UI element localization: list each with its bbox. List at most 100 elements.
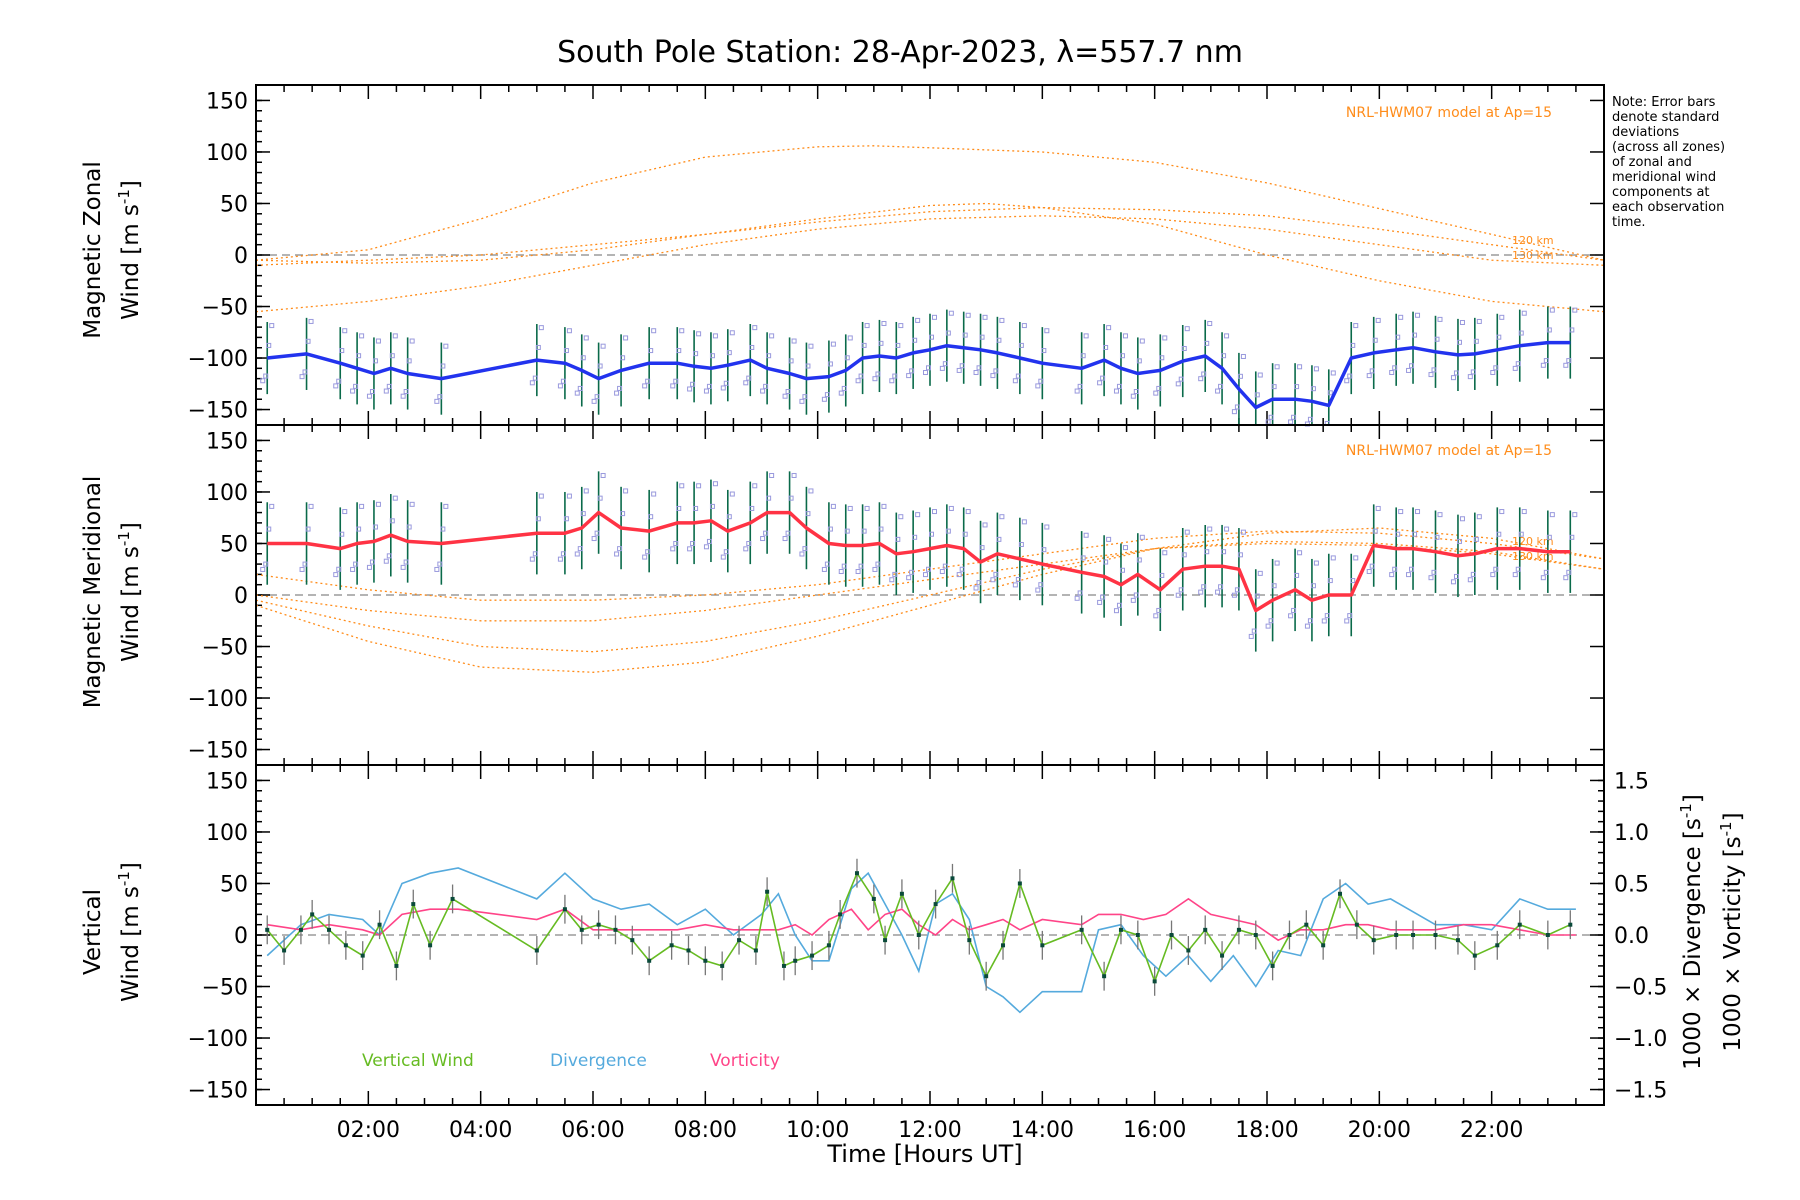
- meridional-zone-point: [1122, 545, 1128, 551]
- zonal-model-curve: [255, 145, 1605, 261]
- meridional-zone-point: [939, 569, 945, 575]
- zonal-ylabel-close: ]: [118, 180, 144, 189]
- zonal-zone-point: [392, 333, 398, 339]
- meridional-zone-point: [898, 514, 904, 520]
- meridional-zone-point: [1077, 590, 1083, 596]
- meridional-zone-point: [557, 556, 563, 562]
- zonal-zone-point: [915, 317, 921, 323]
- vertical-right-ytick-label: 1.0: [1614, 821, 1649, 846]
- meridional-zone-point: [359, 503, 365, 509]
- vertical-wind-point: [883, 938, 888, 943]
- meridional-zone-point: [1389, 572, 1395, 578]
- meridional-zone-point: [600, 472, 606, 478]
- zonal-zone-point: [706, 383, 712, 389]
- zonal-zone-point: [948, 310, 954, 316]
- meridional-zone-point: [1265, 623, 1271, 629]
- meridional-zone-point: [260, 566, 266, 572]
- zonal-zone-point: [269, 323, 275, 329]
- zonal-zone-point: [1271, 384, 1277, 390]
- vertical-wind-point: [1338, 891, 1343, 896]
- vertical-wind-point: [327, 927, 332, 932]
- zonal-zone-point: [945, 330, 951, 336]
- vertical-wind-point: [737, 938, 742, 943]
- vertical-wind-point: [854, 871, 859, 876]
- meridional-zone-point: [1153, 613, 1159, 619]
- x-tick-label: 20:00: [1348, 1118, 1411, 1143]
- meridional-zone-point: [269, 503, 275, 509]
- divergence-ylabel-close: ]: [1680, 794, 1706, 803]
- meridional-zone-point: [1012, 582, 1018, 588]
- zonal-zone-point: [720, 385, 726, 391]
- meridional-zone-point: [673, 540, 679, 546]
- meridional-zone-point: [1366, 569, 1372, 575]
- meridional-zone-point: [889, 577, 895, 583]
- meridional-zone-point: [864, 505, 870, 511]
- meridional-zone-point: [1415, 509, 1421, 515]
- zonal-zone-point: [932, 314, 937, 320]
- vertical-wind-point: [360, 953, 365, 958]
- meridional-zone-point: [333, 572, 339, 578]
- zonal-zone-point: [1459, 319, 1465, 325]
- zonal-zone-point: [881, 321, 887, 327]
- meridional-zone-point: [339, 531, 345, 537]
- divergence-line: [266, 867, 1576, 1014]
- meridional-zone-point: [1130, 597, 1136, 603]
- meridional-zone-point: [726, 514, 732, 520]
- vertical-wind-point: [1394, 933, 1399, 937]
- meridional-zone-point: [642, 554, 648, 560]
- zonal-zone-point: [1106, 325, 1112, 331]
- zonal-zone-point: [1162, 335, 1168, 341]
- vertical-wind-point: [1568, 922, 1573, 927]
- meridional-zone-point: [623, 488, 629, 494]
- meridional-zone-point: [620, 511, 626, 517]
- zonal-zone-point: [1218, 383, 1224, 389]
- meridional-zone-point: [614, 551, 620, 557]
- zonal-zone-point: [712, 333, 718, 339]
- zonal-zone-point: [982, 314, 988, 320]
- vertical-wind-point: [753, 948, 758, 953]
- meridional-zone-point: [1499, 509, 1505, 515]
- zonal-zone-point: [409, 338, 415, 344]
- zonal-zone-point: [620, 355, 626, 361]
- meridional-zone-point: [720, 554, 726, 560]
- meridional-zone-point: [443, 503, 449, 509]
- zonal-zone-point: [769, 333, 775, 339]
- zonal-zone-point: [557, 383, 563, 389]
- zonal-zone-point: [830, 341, 836, 347]
- vertical-wind-point: [1455, 938, 1460, 943]
- zonal-zone-point: [1103, 344, 1109, 350]
- zonal-zone-point: [1231, 409, 1237, 415]
- meridional-zone-point: [1100, 594, 1106, 600]
- meridional-zone-point: [1106, 536, 1112, 542]
- zonal-zone-point: [723, 380, 729, 386]
- zonal-zone-point: [690, 381, 696, 387]
- zonal-zone-point: [889, 378, 895, 384]
- meridional-zone-point: [760, 536, 766, 542]
- zonal-zone-point: [1569, 327, 1575, 333]
- meridional-zone-point: [437, 561, 443, 567]
- zonal-zone-point: [1237, 373, 1243, 379]
- meridional-ytick-label: 0: [234, 584, 248, 609]
- zonal-zone-point: [962, 332, 968, 338]
- zonal-zone-point: [861, 342, 867, 348]
- zonal-zone-point: [1412, 332, 1418, 338]
- meridional-zone-point: [912, 534, 918, 540]
- meridional-zone-point: [648, 514, 654, 520]
- zonal-zone-point: [999, 317, 1005, 323]
- meridional-zone-point: [1476, 514, 1482, 520]
- zonal-zone-point: [1476, 318, 1482, 324]
- zonal-zone-point: [923, 370, 928, 376]
- meridional-zone-point: [1038, 582, 1044, 588]
- zonal-zone-point: [1268, 414, 1274, 420]
- vertical-ytick-label: −150: [188, 1079, 248, 1104]
- zonal-zone-point: [366, 393, 372, 399]
- vertical-ytick-label: −50: [202, 976, 248, 1001]
- zonal-ytick-label: −100: [188, 347, 248, 372]
- zonal-zone-point: [791, 338, 797, 344]
- meridional-ylabel-close: ]: [118, 522, 144, 531]
- zonal-zone-point: [1201, 371, 1207, 377]
- meridional-zone-point: [299, 566, 305, 572]
- vertical-wind-point: [1517, 922, 1522, 927]
- zonal-zone-point: [1406, 367, 1412, 373]
